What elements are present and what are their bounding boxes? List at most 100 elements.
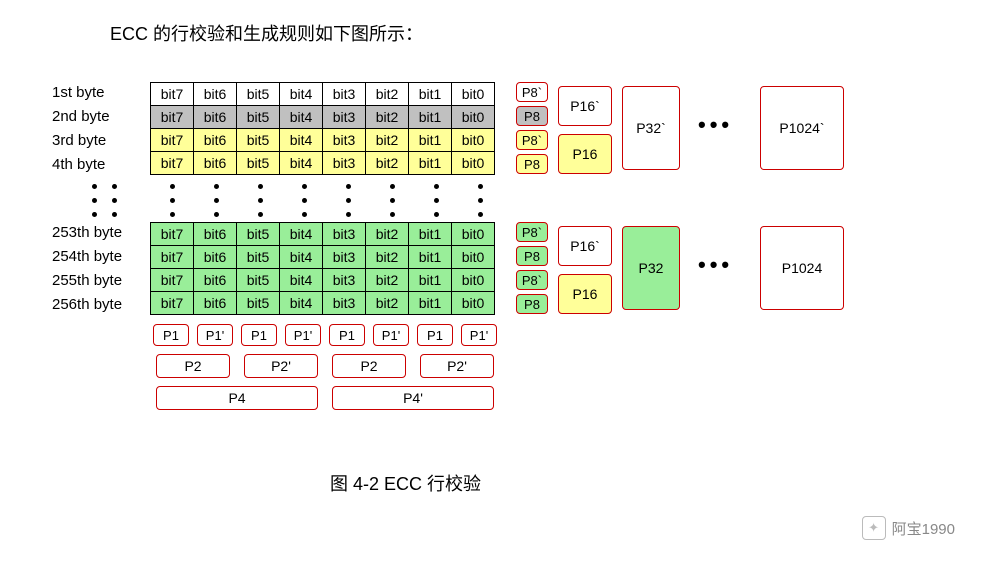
dot (112, 198, 117, 203)
bit-cell: bit0 (452, 152, 495, 175)
dot (170, 212, 175, 217)
parity-box: P1024` (760, 86, 844, 170)
parity-box: P1' (285, 324, 321, 346)
bit-cell: bit5 (237, 246, 280, 269)
bit-cell: bit6 (194, 246, 237, 269)
dot (302, 198, 307, 203)
bit-cell: bit4 (280, 292, 323, 315)
row-label: 2nd byte (52, 108, 110, 125)
bit-table-top: bit7bit6bit5bit4bit3bit2bit1bit0bit7bit6… (150, 82, 495, 175)
ellipsis-bottom: ••• (698, 252, 733, 278)
row-label: 256th byte (52, 296, 122, 313)
bit-cell: bit5 (237, 269, 280, 292)
dot (92, 212, 97, 217)
dot (478, 212, 483, 217)
parity-box: P16` (558, 86, 612, 126)
parity-box: P1' (461, 324, 497, 346)
dot (346, 184, 351, 189)
bit-cell: bit1 (409, 83, 452, 106)
bit-cell: bit7 (151, 129, 194, 152)
bit-cell: bit4 (280, 83, 323, 106)
dot (214, 198, 219, 203)
parity-box: P16 (558, 134, 612, 174)
parity-box: P2 (156, 354, 230, 378)
row-label: 254th byte (52, 248, 122, 265)
parity-box: P1' (373, 324, 409, 346)
row-label: 4th byte (52, 156, 105, 173)
parity-box: P8 (516, 154, 548, 174)
bit-cell: bit4 (280, 246, 323, 269)
bit-table-bottom: bit7bit6bit5bit4bit3bit2bit1bit0bit7bit6… (150, 222, 495, 315)
bit-cell: bit4 (280, 223, 323, 246)
bit-cell: bit5 (237, 129, 280, 152)
parity-box: P4' (332, 386, 494, 410)
dot (434, 212, 439, 217)
parity-box: P1 (329, 324, 365, 346)
dot (346, 212, 351, 217)
bit-cell: bit7 (151, 292, 194, 315)
parity-box: P16` (558, 226, 612, 266)
parity-box: P32` (622, 86, 680, 170)
page-title: ECC 的行校验和生成规则如下图所示： (110, 20, 423, 46)
dot (258, 212, 263, 217)
bit-cell: bit2 (366, 83, 409, 106)
bit-cell: bit6 (194, 269, 237, 292)
bit-cell: bit1 (409, 106, 452, 129)
bit-cell: bit7 (151, 152, 194, 175)
bit-cell: bit2 (366, 292, 409, 315)
bit-cell: bit1 (409, 292, 452, 315)
ellipsis-top: ••• (698, 112, 733, 138)
bit-cell: bit7 (151, 223, 194, 246)
parity-box: P1 (417, 324, 453, 346)
bit-cell: bit1 (409, 246, 452, 269)
bit-cell: bit0 (452, 269, 495, 292)
bit-cell: bit6 (194, 83, 237, 106)
figure-caption: 图 4-2 ECC 行校验 (330, 470, 481, 496)
bit-cell: bit7 (151, 106, 194, 129)
bit-cell: bit3 (323, 246, 366, 269)
parity-box: P8` (516, 270, 548, 290)
row-label: 253th byte (52, 224, 122, 241)
bit-cell: bit5 (237, 292, 280, 315)
dot (170, 184, 175, 189)
bit-cell: bit3 (323, 152, 366, 175)
bit-cell: bit0 (452, 129, 495, 152)
dot (346, 198, 351, 203)
bit-cell: bit1 (409, 223, 452, 246)
bit-cell: bit3 (323, 83, 366, 106)
bit-cell: bit5 (237, 83, 280, 106)
parity-box: P1 (241, 324, 277, 346)
bit-cell: bit0 (452, 83, 495, 106)
parity-box: P8` (516, 222, 548, 242)
bit-cell: bit4 (280, 106, 323, 129)
bit-cell: bit2 (366, 223, 409, 246)
dot (390, 184, 395, 189)
dot (258, 198, 263, 203)
bit-cell: bit5 (237, 223, 280, 246)
parity-box: P8` (516, 130, 548, 150)
bit-cell: bit6 (194, 106, 237, 129)
dot (92, 184, 97, 189)
dot (434, 198, 439, 203)
bit-cell: bit6 (194, 223, 237, 246)
parity-box: P8 (516, 294, 548, 314)
parity-box: P8 (516, 246, 548, 266)
bit-cell: bit2 (366, 269, 409, 292)
wechat-icon: ✦ (862, 516, 886, 540)
bit-cell: bit3 (323, 292, 366, 315)
row-label: 1st byte (52, 84, 105, 101)
bit-cell: bit3 (323, 223, 366, 246)
bit-cell: bit1 (409, 129, 452, 152)
bit-cell: bit2 (366, 129, 409, 152)
bit-cell: bit1 (409, 152, 452, 175)
bit-cell: bit0 (452, 292, 495, 315)
bit-cell: bit0 (452, 106, 495, 129)
watermark: ✦ 阿宝1990 (862, 516, 955, 540)
bit-cell: bit4 (280, 152, 323, 175)
parity-box: P4 (156, 386, 318, 410)
dot (302, 212, 307, 217)
dot (112, 212, 117, 217)
parity-box: P1 (153, 324, 189, 346)
bit-cell: bit0 (452, 246, 495, 269)
bit-cell: bit0 (452, 223, 495, 246)
